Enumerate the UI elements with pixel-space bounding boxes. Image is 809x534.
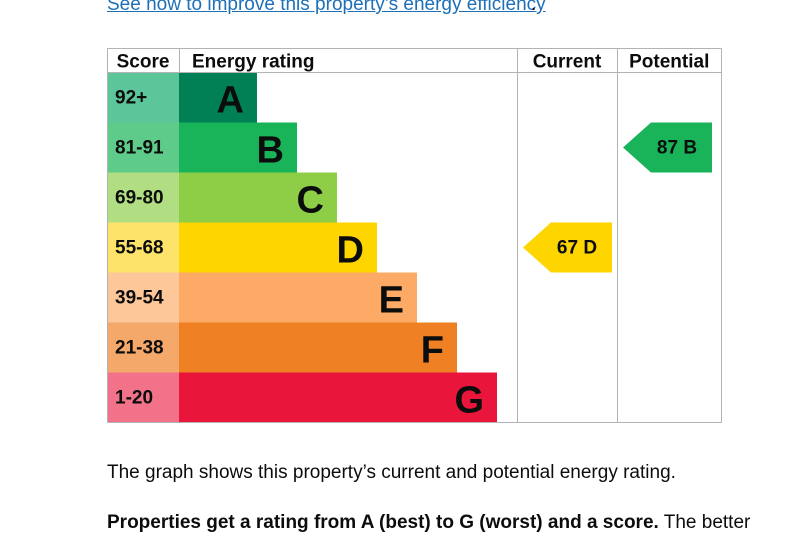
score-cell-c [107,172,180,223]
band-letter-b: B [257,130,284,172]
band-letter-e: E [379,280,404,322]
score-range-a: 92+ [115,88,147,109]
band-bar-a [179,72,257,123]
score-cell-e [107,272,180,323]
band-bar-g [179,372,497,423]
band-letter-a: A [217,80,244,122]
link-trailing-period: . [531,0,537,15]
band-letter-g: G [454,380,484,422]
improve-efficiency-link[interactable]: See how to improve this property’s energ… [107,0,546,15]
band-bar-c [179,172,337,223]
score-cell-d [107,222,180,273]
current-rating-label: 67 D [557,238,597,259]
score-cell-g [107,372,180,423]
band-letter-c: C [297,180,324,222]
band-letter-f: F [421,330,444,372]
score-cell-b [107,122,180,173]
band-bar-e [179,272,417,323]
score-cell-a [107,72,180,123]
band-bar-d [179,222,377,273]
band-bar-f [179,322,457,373]
header-score: Score [117,52,170,73]
chart-description: The graph shows this property’s current … [107,462,676,483]
band-letter-d: D [337,230,364,272]
header-energy-rating: Energy rating [192,52,314,73]
score-range-f: 21-38 [115,338,164,359]
rating-explanation: Properties get a rating from A (best) to… [107,512,750,534]
potential-rating-label: 87 B [657,138,697,159]
score-range-e: 39-54 [115,288,164,309]
energy-rating-chart: Score Energy rating Current Potential 92+ A 81… [107,48,722,423]
current-arrow [523,222,612,273]
score-range-b: 81-91 [115,138,164,159]
score-range-d: 55-68 [115,238,164,259]
rating-explanation-rest: The better [658,512,751,533]
potential-arrow [623,122,712,173]
score-range-c: 69-80 [115,188,164,209]
header-potential: Potential [629,52,709,73]
score-range-g: 1-20 [115,388,153,409]
band-bar-b [179,122,297,173]
score-cell-f [107,322,180,373]
header-current: Current [533,52,602,73]
rating-explanation-bold: Properties get a rating from A (best) to… [107,512,659,533]
